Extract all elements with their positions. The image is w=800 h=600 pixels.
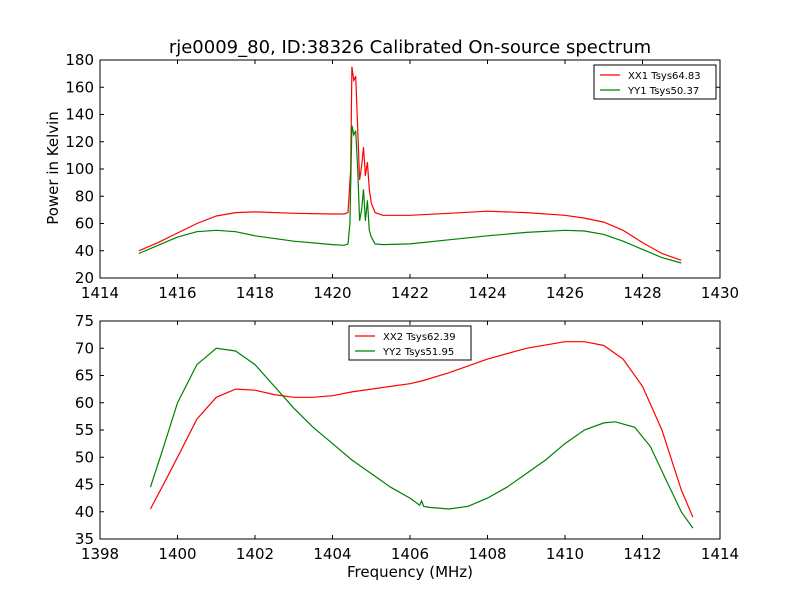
y-tick-label: 60 [75,394,94,412]
legend: XX1 Tsys64.83 YY1 Tsys50.37 [593,64,717,100]
x-tick-label: 1402 [236,545,274,563]
x-tick-label: 1404 [313,545,351,563]
y-tick-label: 80 [75,187,94,205]
legend-box [348,325,472,361]
x-tick-label: 1414 [701,545,739,563]
legend-label: YY2 Tsys51.95 [382,347,454,358]
legend-box [593,64,717,100]
series-line-2 [138,125,682,264]
y-tick-label: 180 [65,51,94,69]
x-tick-label: 1422 [391,284,429,302]
x-tick-label: 1424 [468,284,506,302]
x-tick-label: 1410 [546,545,584,563]
y-tick-label: 120 [65,133,94,151]
plot-panel-1: 1414 1416 1418 1420 1422 1424 1426 1428 1430 20 40… [65,51,739,302]
x-tick-label: 1406 [391,545,429,563]
x-tick-label: 1408 [468,545,506,563]
x-tick-label: 1398 [81,545,119,563]
y-tick-label: 100 [65,160,94,178]
y-tick-label: 20 [75,269,94,287]
x-tick-label: 1428 [623,284,661,302]
series-line-1 [138,66,682,261]
y-tick-label: 50 [75,448,94,466]
x-tick-label: 1426 [546,284,584,302]
legend-label: XX2 Tsys62.39 [383,332,456,343]
x-tick-label: 1400 [158,545,196,563]
y-tick-label: 40 [75,503,94,521]
legend: XX2 Tsys62.39 YY2 Tsys51.95 [348,325,472,361]
y-tick-label: 70 [75,339,94,357]
x-tick-label: 1418 [236,284,274,302]
y-tick-label: 160 [65,78,94,96]
y-tick-label: 35 [75,530,94,548]
y-tick-label: 140 [65,106,94,124]
x-tick-label: 1412 [623,545,661,563]
plot-panel-2: 1398 1400 1402 1404 1406 1408 1410 1412 1414 35 40… [75,312,739,563]
y-tick-label: 75 [75,312,94,330]
x-tick-label: 1430 [701,284,739,302]
legend-label: YY1 Tsys50.37 [627,86,699,97]
x-tick-label: 1416 [158,284,196,302]
y-tick-label: 40 [75,242,94,260]
y-tick-label: 45 [75,476,94,494]
chart-title: rje0009_80, ID:38326 Calibrated On-sourc… [169,37,651,58]
series-line-2 [149,347,694,529]
x-axis-label: Frequency (MHz) [347,563,473,581]
y-tick-label: 55 [75,421,94,439]
y-tick-label: 65 [75,367,94,385]
x-tick-label: 1414 [81,284,119,302]
series-line-1 [149,341,694,518]
y-axis-label: Power in Kelvin [44,111,62,225]
x-tick-label: 1420 [313,284,351,302]
legend-label: XX1 Tsys64.83 [628,71,701,82]
y-tick-label: 60 [75,215,94,233]
